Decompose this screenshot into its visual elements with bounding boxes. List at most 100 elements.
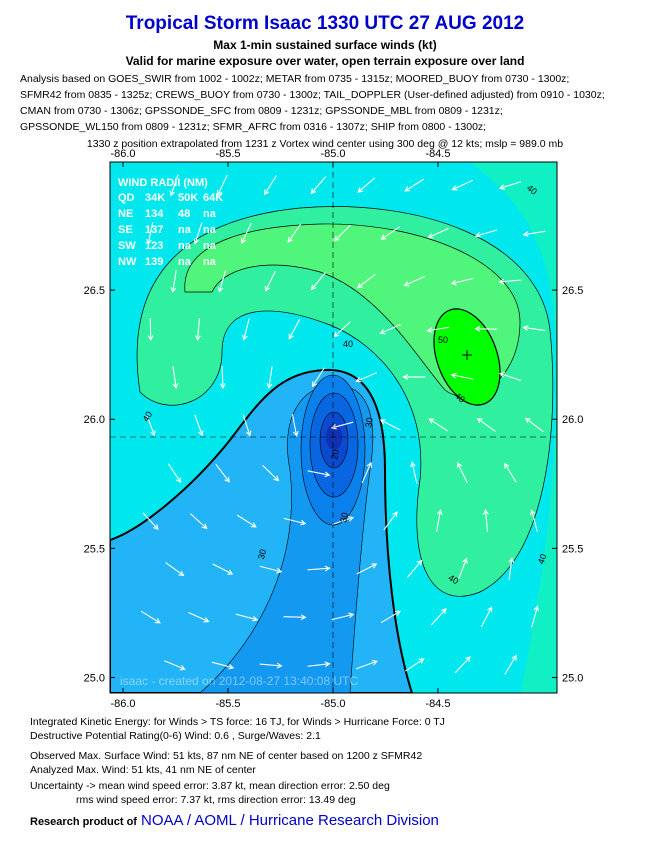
y-tick-label: 26.0 — [84, 414, 105, 426]
wind-radii-cell: NE — [118, 208, 133, 220]
wind-arrow — [356, 563, 378, 575]
map-frame — [109, 161, 558, 694]
wind-arrow — [406, 559, 423, 578]
wind-arrow — [288, 319, 301, 340]
wind-arrow — [240, 222, 252, 244]
footer-line: Destructive Potential Rating(0-6) Wind: … — [30, 730, 321, 742]
y-tick-label: 25.5 — [562, 543, 583, 555]
wind-arrow — [483, 508, 489, 533]
wind-radii-cell: 48 — [178, 208, 190, 220]
wind-arrow — [522, 230, 546, 237]
wind-arrow — [193, 222, 203, 245]
position-note: 1330 z position extrapolated from 1231 z… — [87, 138, 563, 150]
x-tick-label: -85.0 — [320, 698, 345, 710]
title: Tropical Storm Isaac 1330 UTC 27 AUG 201… — [126, 13, 524, 34]
wind-arrow — [140, 610, 161, 624]
wind-arrow — [379, 324, 401, 335]
y-tick-label: 26.5 — [562, 285, 583, 297]
wind-arrow — [165, 562, 185, 577]
x-tick-label: -84.5 — [425, 698, 450, 710]
subtitle: Valid for marine exposure over water, op… — [126, 54, 525, 68]
contour-label: 30 — [363, 417, 375, 429]
wind-arrow — [311, 367, 325, 388]
wind-arrow — [357, 177, 376, 193]
wind-radii-header: 64K — [203, 192, 223, 204]
x-tick-label: -84.5 — [425, 148, 450, 160]
wind-arrow — [287, 223, 302, 243]
y-tick-label: 25.0 — [562, 673, 583, 685]
contour-label: 40 — [536, 553, 549, 566]
wind-arrow — [531, 605, 540, 628]
contour-label: 40 — [141, 410, 155, 424]
wind-arrow — [242, 414, 252, 437]
wind-arrow — [310, 176, 327, 195]
wind-radii-cell: na — [203, 208, 217, 220]
wind-radii-header: 50K — [178, 192, 198, 204]
analysis-line: CMAN from 0730 - 1306z; GPSSONDE_SFC fro… — [20, 105, 503, 117]
wind-arrow — [333, 321, 351, 338]
wind-arrow — [236, 514, 257, 528]
wind-arrow — [504, 462, 517, 483]
contour-label: 40 — [453, 391, 467, 405]
x-tick-label: -86.0 — [110, 148, 135, 160]
wind-arrow — [262, 465, 280, 482]
wind-arrow — [212, 563, 234, 575]
wind-arrow — [330, 421, 354, 430]
wind-arrow — [195, 317, 201, 342]
analysis-line: GPSSONDE_WL150 from 0809 - 1231z; SFMR_A… — [20, 121, 486, 133]
wind-arrow — [264, 270, 276, 292]
wind-radii-header: QD — [118, 192, 135, 204]
wind-radii-cell: na — [203, 256, 217, 268]
wind-arrow — [430, 607, 447, 626]
wind-arrow — [142, 512, 159, 530]
wind-arrow — [307, 470, 331, 478]
wind-arrow — [474, 325, 498, 332]
wind-radii-header: 34K — [145, 192, 165, 204]
x-tick-label: -85.0 — [320, 148, 345, 160]
y-tick-label: 26.5 — [84, 285, 105, 297]
wind-arrow — [504, 654, 517, 675]
wind-arrow — [355, 659, 378, 670]
contour-label: 40 — [447, 573, 461, 587]
watermark: isaac - created on 2012-08-27 13:40:08 U… — [120, 674, 358, 688]
wind-arrow — [310, 272, 326, 291]
wind-arrow — [508, 556, 515, 580]
wind-arrow — [194, 414, 204, 437]
wind-arrow — [435, 509, 443, 532]
subtitle: Max 1-min sustained surface winds (kt) — [213, 38, 436, 52]
wind-radii-cell: na — [178, 256, 192, 268]
wind-arrow — [189, 513, 208, 530]
y-tick-label: 25.5 — [84, 543, 105, 555]
wind-arrow — [356, 273, 376, 289]
wind-arrow — [524, 417, 544, 433]
wind-arrow — [307, 661, 331, 668]
wind-arrow — [498, 372, 522, 382]
wind-arrow — [380, 610, 401, 624]
wind-arrow — [331, 612, 355, 621]
wind-arrow — [529, 509, 538, 532]
wind-arrow — [168, 463, 182, 484]
wind-arrow — [410, 461, 418, 484]
footer-line: Observed Max. Surface Wind: 51 kts, 87 n… — [30, 750, 422, 762]
wind-radii-cell: na — [203, 240, 217, 252]
footer-line: Analyzed Max. Wind: 51 kts, 41 nm NE of … — [30, 764, 256, 776]
footer-line: rms wind speed error: 7.37 kt, rms direc… — [76, 794, 356, 806]
analysis-line: SFMR42 from 0835 - 1325z; CREWS_BUOY fro… — [20, 89, 605, 101]
wind-arrow — [283, 614, 307, 621]
wind-arrow — [266, 366, 273, 390]
wind-radii-cell: 123 — [145, 240, 163, 252]
wind-arrow — [428, 418, 448, 432]
y-tick-label: 25.0 — [84, 673, 105, 685]
wind-radii-cell: na — [178, 224, 192, 236]
wind-arrow — [169, 174, 179, 197]
contour-label: 50 — [438, 335, 448, 345]
x-tick-label: -86.0 — [110, 698, 135, 710]
wind-arrow — [355, 372, 377, 383]
wind-arrow — [402, 374, 426, 380]
wind-arrow — [172, 366, 179, 390]
footer-line: Uncertainty -> mean wind speed error: 3.… — [30, 780, 390, 792]
wind-arrow — [333, 224, 351, 242]
wind-arrow — [404, 178, 425, 192]
wind-arrow — [235, 613, 259, 622]
